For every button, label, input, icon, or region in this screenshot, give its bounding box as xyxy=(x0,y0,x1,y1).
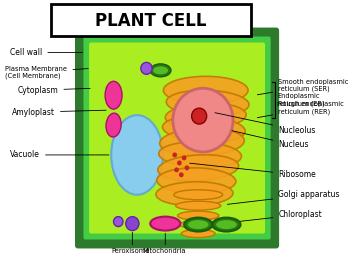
Bar xyxy=(263,232,276,246)
Text: Cell wall: Cell wall xyxy=(10,48,82,57)
Text: Rough endoplasmic
reticulum (RER): Rough endoplasmic reticulum (RER) xyxy=(257,101,344,118)
Text: Cytoplasm: Cytoplasm xyxy=(18,86,90,95)
Text: Vacuole: Vacuole xyxy=(10,150,109,159)
Text: Nucleus: Nucleus xyxy=(232,131,309,150)
Text: Peroxisome: Peroxisome xyxy=(111,248,150,255)
Ellipse shape xyxy=(153,66,168,74)
Text: Smooth endoplasmic
reticulum (SER): Smooth endoplasmic reticulum (SER) xyxy=(257,78,348,95)
Ellipse shape xyxy=(158,155,239,181)
Text: Amyloplast: Amyloplast xyxy=(12,108,106,117)
Ellipse shape xyxy=(192,108,207,124)
Ellipse shape xyxy=(174,190,223,200)
Text: Plasma Membrane
(Cell Membrane): Plasma Membrane (Cell Membrane) xyxy=(5,66,88,79)
Text: Ribosome: Ribosome xyxy=(190,163,316,179)
Text: Chloroplast: Chloroplast xyxy=(240,210,322,221)
Ellipse shape xyxy=(150,64,171,77)
Ellipse shape xyxy=(160,128,244,156)
Ellipse shape xyxy=(111,115,163,195)
Ellipse shape xyxy=(177,160,182,165)
Ellipse shape xyxy=(106,113,121,137)
Ellipse shape xyxy=(163,76,248,104)
Ellipse shape xyxy=(166,90,249,116)
Text: Golgi apparatus: Golgi apparatus xyxy=(227,190,340,204)
Ellipse shape xyxy=(150,217,180,230)
Ellipse shape xyxy=(156,182,233,206)
Bar xyxy=(263,31,276,45)
FancyBboxPatch shape xyxy=(84,36,271,239)
Ellipse shape xyxy=(177,211,219,220)
Ellipse shape xyxy=(126,217,139,230)
Ellipse shape xyxy=(179,221,217,228)
Bar xyxy=(78,31,91,45)
Ellipse shape xyxy=(212,218,240,232)
Text: Nucleolus: Nucleolus xyxy=(215,113,316,135)
Ellipse shape xyxy=(188,220,208,229)
Ellipse shape xyxy=(179,172,184,177)
FancyBboxPatch shape xyxy=(75,27,279,248)
Text: Endoplasmic
reticulum (ER): Endoplasmic reticulum (ER) xyxy=(277,94,325,107)
Ellipse shape xyxy=(182,155,186,160)
Ellipse shape xyxy=(184,218,212,232)
FancyBboxPatch shape xyxy=(51,4,251,36)
Bar xyxy=(78,232,91,246)
Ellipse shape xyxy=(157,168,236,194)
Ellipse shape xyxy=(174,167,179,172)
FancyBboxPatch shape xyxy=(89,43,265,234)
Ellipse shape xyxy=(172,152,177,157)
Ellipse shape xyxy=(159,142,242,168)
Ellipse shape xyxy=(113,217,123,227)
Ellipse shape xyxy=(162,116,245,142)
Ellipse shape xyxy=(176,201,221,210)
Text: PLANT CELL: PLANT CELL xyxy=(95,11,207,30)
Ellipse shape xyxy=(173,88,233,152)
Text: Mitochondria: Mitochondria xyxy=(143,248,186,255)
Ellipse shape xyxy=(181,230,215,237)
Ellipse shape xyxy=(141,62,152,74)
Ellipse shape xyxy=(165,103,246,129)
Ellipse shape xyxy=(185,165,189,170)
Ellipse shape xyxy=(105,81,122,109)
Ellipse shape xyxy=(216,220,237,229)
